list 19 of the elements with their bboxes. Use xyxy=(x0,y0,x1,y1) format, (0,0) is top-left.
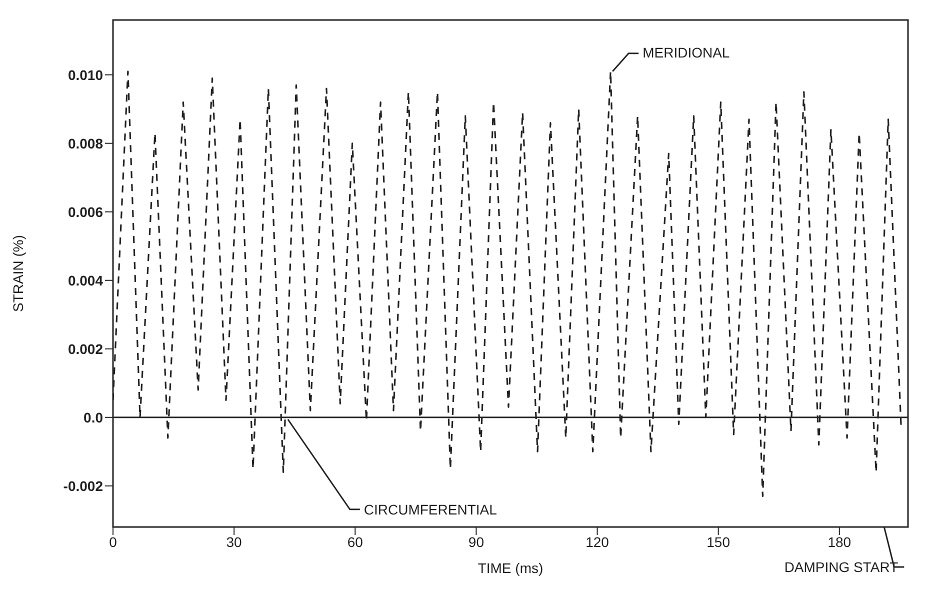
x-tick-label: 120 xyxy=(586,534,610,550)
y-tick-label: 0.002 xyxy=(68,340,104,357)
y-axis-title: STRAIN (%) xyxy=(10,235,26,312)
text: CIRCUMFERENTIAL xyxy=(364,501,498,518)
y-tick-label: 0.006 xyxy=(68,204,104,220)
x-axis-title: TIME (ms) xyxy=(478,560,544,576)
text: DAMPING START xyxy=(784,559,899,575)
x-tick-label: 60 xyxy=(347,534,364,550)
x-tick-label: 30 xyxy=(226,534,242,550)
text: MERIDIONAL xyxy=(642,44,730,60)
x-tick-label: 0 xyxy=(109,534,118,550)
y-tick-label: 0.010 xyxy=(68,66,104,83)
y-tick-label: 0.0 xyxy=(84,409,104,426)
x-tick-label: 90 xyxy=(468,534,484,550)
y-tick-label: 0.004 xyxy=(68,272,104,288)
y-tick-label: 0.008 xyxy=(68,135,104,152)
y-tick-label: -0.002 xyxy=(63,478,104,494)
x-tick-label: 180 xyxy=(828,534,852,550)
x-tick-label: 150 xyxy=(706,534,730,550)
